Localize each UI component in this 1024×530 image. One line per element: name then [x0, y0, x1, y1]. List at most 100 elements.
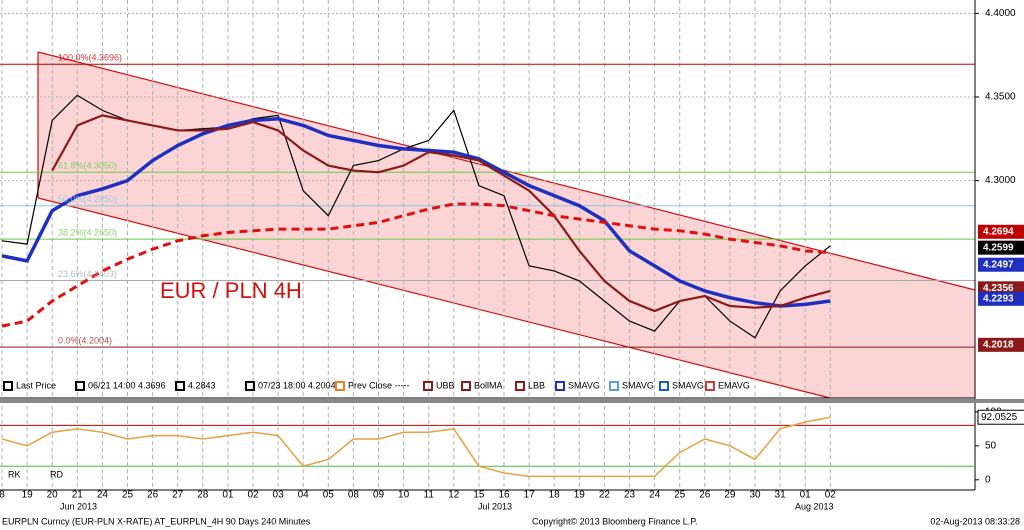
y-tick-label: 4.4000	[985, 8, 1016, 19]
x-tick-label: 23	[624, 490, 636, 501]
legend-label: 07/23 18:00 4.2004	[258, 380, 336, 390]
series-line	[1, 116, 831, 308]
osc-legend: RD	[50, 469, 63, 479]
separator	[0, 399, 1024, 403]
x-tick-label: 22	[599, 490, 611, 501]
legend-swatch	[3, 381, 13, 391]
x-tick-label: 16	[498, 490, 510, 501]
x-tick-label: 26	[699, 490, 711, 501]
fib-label: 61.8%(4.3050)	[58, 161, 117, 171]
x-tick-label: 12	[448, 490, 460, 501]
osc-tick-label: 0	[985, 474, 991, 485]
x-tick-label: 29	[724, 490, 736, 501]
x-tick-label: 20	[47, 490, 59, 501]
x-tick-label: 19	[22, 490, 34, 501]
value-marker	[978, 291, 1024, 306]
value-marker-label: 4.2694	[983, 226, 1014, 237]
legend-label: Prev Close -----	[348, 380, 410, 390]
x-tick-label: 24	[97, 490, 109, 501]
x-tick-label: 8	[0, 490, 5, 501]
legend-swatch	[175, 381, 185, 391]
month-label: Jul 2013	[478, 501, 512, 511]
x-tick-label: 21	[72, 490, 84, 501]
x-tick-label: 09	[373, 490, 385, 501]
footer-right: 02-Aug-2013 08:33:28	[930, 516, 1020, 526]
osc-marker	[977, 409, 1024, 425]
fib-label: 23.6%(4.2403)	[58, 269, 117, 279]
month-label: Jun 2013	[60, 501, 97, 511]
legend-swatch	[75, 381, 85, 391]
series-line	[51, 114, 831, 313]
fib-label: 38.2%(4.2650)	[58, 228, 117, 238]
value-marker	[978, 240, 1024, 255]
x-tick-label: 10	[398, 490, 410, 501]
legend-label: BollMA	[474, 380, 503, 390]
x-tick-label: 02	[825, 490, 837, 501]
grid	[0, 0, 975, 490]
x-tick-label: 05	[323, 490, 335, 501]
channel	[38, 52, 975, 398]
series-line	[1, 416, 831, 478]
x-tick-label: 24	[649, 490, 661, 501]
x-tick-label: 11	[424, 490, 435, 501]
x-tick-label: 15	[473, 490, 485, 501]
x-tick-label: 18	[549, 490, 561, 501]
legend-label: SMAVG	[568, 380, 600, 390]
fib-label: 100.0%(4.3696)	[58, 53, 122, 63]
legend-swatch	[609, 381, 619, 391]
value-marker	[978, 257, 1024, 272]
value-marker-label: 4.2293	[983, 293, 1014, 304]
legend-label: UBB	[436, 380, 455, 390]
legend-label: Last Price	[16, 380, 56, 390]
x-tick-label: 26	[147, 490, 159, 501]
x-tick-label: 04	[298, 490, 310, 501]
value-marker-label: 4.2497	[983, 259, 1014, 270]
value-marker-label: 4.2018	[983, 339, 1014, 350]
legend-swatch	[659, 381, 669, 391]
legend-swatch	[335, 381, 345, 391]
series-line	[1, 202, 831, 328]
x-tick-label: 28	[197, 490, 209, 501]
x-tick-label: 01	[800, 490, 812, 501]
value-marker	[978, 337, 1024, 352]
legend-swatch	[555, 381, 565, 391]
fib-label: 50.0%(4.2850)	[58, 194, 117, 204]
legend-swatch	[423, 381, 433, 391]
x-tick-label: 01	[222, 490, 234, 501]
y-tick-label: 4.3000	[985, 175, 1016, 186]
x-tick-label: 30	[749, 490, 761, 501]
channel-lower	[37, 197, 831, 399]
x-tick-label: 25	[122, 490, 134, 501]
x-tick-label: 17	[524, 490, 536, 501]
legend-swatch	[245, 381, 255, 391]
y-tick-label: 4.3500	[985, 92, 1016, 103]
legend-label: 06/21 14:00 4.3696	[88, 380, 166, 390]
osc-tick-label: 50	[985, 440, 997, 451]
x-tick-label: 27	[172, 490, 184, 501]
osc-marker-label: 92.0525	[981, 412, 1018, 423]
x-tick-label: 31	[775, 490, 787, 501]
legend-swatch	[461, 381, 471, 391]
value-marker	[978, 224, 1024, 239]
x-tick-label: 03	[273, 490, 285, 501]
x-tick-label: 08	[348, 490, 360, 501]
osc-legend: RK	[8, 469, 21, 479]
footer-left: EURPLN Curncy (EUR-PLN X-RATE) AT_EURPLN…	[2, 516, 311, 526]
legend-swatch	[515, 381, 525, 391]
x-tick-label: 19	[574, 490, 586, 501]
x-tick-label: 02	[247, 490, 259, 501]
legend-label: EMAVG	[718, 380, 750, 390]
x-tick-label: 25	[674, 490, 686, 501]
plot	[1, 94, 831, 339]
legend-label: 4.2843	[188, 380, 216, 390]
value-marker	[978, 281, 1024, 296]
footer-center: Copyright© 2013 Bloomberg Finance L.P.	[532, 516, 698, 526]
value-marker-label: 4.2599	[983, 242, 1014, 253]
legend-label: SMAVG	[672, 380, 704, 390]
legend-swatch	[705, 381, 715, 391]
fib-label: 0.0%(4.2004)	[58, 336, 112, 346]
legend-label: LBB	[528, 380, 545, 390]
month-label: Aug 2013	[795, 501, 834, 511]
value-marker-label: 4.2356	[983, 283, 1014, 294]
